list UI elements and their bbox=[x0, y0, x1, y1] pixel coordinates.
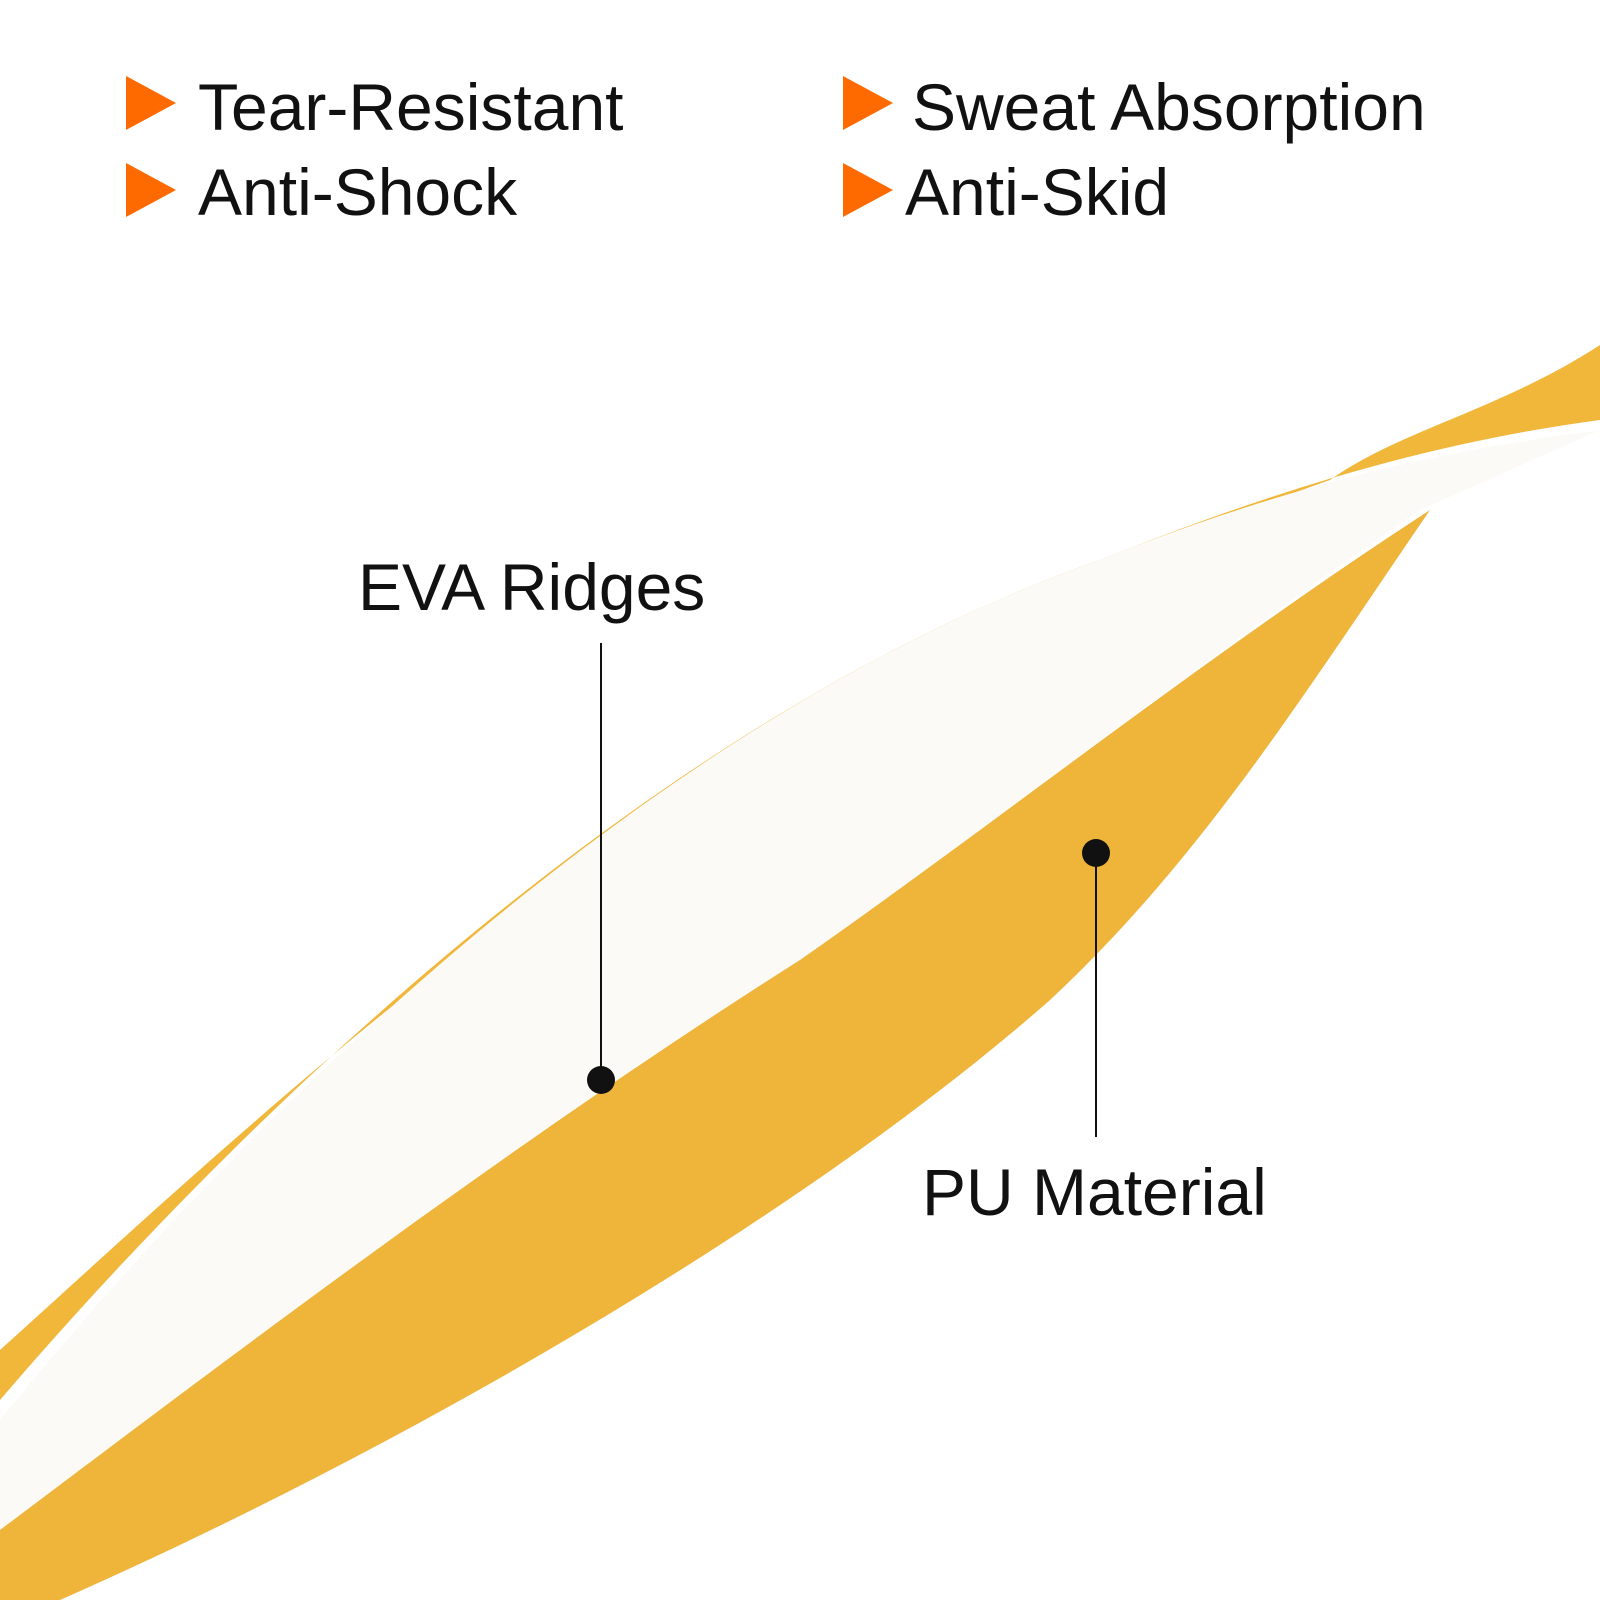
callout-label: EVA Ridges bbox=[358, 550, 705, 624]
feature-text: Sweat Absorption bbox=[912, 70, 1426, 144]
bullet-icon bbox=[843, 163, 893, 217]
feature-text: Tear-Resistant bbox=[198, 70, 624, 144]
bullet-icon bbox=[126, 76, 176, 130]
callout-dot bbox=[587, 1066, 615, 1094]
feature-text: Anti-Shock bbox=[198, 155, 518, 229]
tape-lower bbox=[0, 510, 1430, 1600]
feature-list: Tear-Resistant Sweat Absorption Anti-Sho… bbox=[126, 70, 1426, 229]
callout-label: PU Material bbox=[922, 1155, 1267, 1229]
bullet-icon bbox=[843, 76, 893, 130]
feature-text: Anti-Skid bbox=[905, 155, 1169, 229]
callout-dot bbox=[1082, 839, 1110, 867]
bullet-icon bbox=[126, 163, 176, 217]
